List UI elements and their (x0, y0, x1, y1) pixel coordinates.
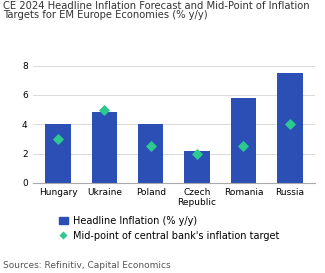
Point (241, 144, 246, 149)
Bar (92, 112, 117, 183)
Bar (184, 151, 210, 183)
Legend: Headline Inflation (% y/y), Mid-point of central bank's inflation target: Headline Inflation (% y/y), Mid-point of… (58, 216, 280, 241)
Text: Targets for EM Europe Economies (% y/y): Targets for EM Europe Economies (% y/y) (3, 10, 208, 20)
Point (148, 144, 153, 149)
Point (287, 122, 292, 126)
Text: Sources: Refinitiv, Capital Economics: Sources: Refinitiv, Capital Economics (3, 261, 171, 270)
Bar (138, 124, 163, 183)
Text: CE 2024 Headline Inflation Forecast and Mid-Point of Inflation: CE 2024 Headline Inflation Forecast and … (3, 1, 310, 11)
Point (102, 107, 107, 112)
Bar (45, 124, 71, 183)
Point (194, 151, 200, 156)
Point (55, 137, 60, 141)
Bar (231, 98, 256, 183)
Bar (277, 73, 303, 183)
